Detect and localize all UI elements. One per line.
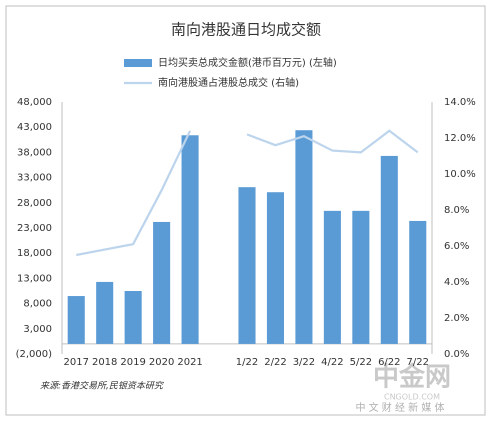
y-tick-label: 28,000: [17, 198, 52, 209]
y-tick-label: 43,000: [17, 122, 52, 133]
y2-tick-label: 12.0%: [444, 133, 476, 144]
y-tick-label: 8,000: [23, 299, 52, 310]
bar: [67, 296, 85, 344]
x-tick-label: 2018: [92, 357, 117, 368]
bar: [323, 210, 341, 344]
y-tick-label: 18,000: [17, 248, 52, 259]
x-tick-label: 2020: [149, 357, 174, 368]
watermark: CNGOLD.COM: [384, 393, 440, 402]
x-tick-label: 2017: [64, 357, 89, 368]
x-tick-label: 6/22: [378, 357, 400, 368]
bar: [96, 281, 114, 344]
x-tick-label: 5/22: [350, 357, 372, 368]
y-tick-label: (2,000): [16, 349, 53, 360]
y2-tick-label: 8.0%: [444, 205, 469, 216]
source-note: 来源:香港交易所,民银资本研究: [40, 381, 164, 392]
bar: [352, 210, 370, 344]
y-tick-label: 38,000: [17, 147, 52, 158]
bar: [266, 192, 284, 344]
y-tick-label: 3,000: [23, 324, 52, 335]
y2-tick-label: 14.0%: [444, 97, 476, 108]
x-tick-label: 7/22: [407, 357, 429, 368]
y-tick-label: 33,000: [17, 173, 52, 184]
chart-title: 南向港股通日均成交额: [171, 21, 321, 39]
y-tick-label: 23,000: [17, 223, 52, 234]
x-tick-label: 3/22: [293, 357, 315, 368]
bar: [295, 130, 313, 344]
y-tick-label: 13,000: [17, 273, 52, 284]
watermark: 中 文 财 经 新 媒 体: [355, 401, 444, 414]
legend-swatch: [124, 59, 152, 67]
y2-tick-label: 0.0%: [444, 349, 469, 360]
y-tick-label: 48,000: [17, 97, 52, 108]
y2-tick-label: 4.0%: [444, 277, 469, 288]
y2-tick-label: 10.0%: [444, 169, 476, 180]
x-tick-label: 2019: [120, 357, 145, 368]
y2-tick-label: 2.0%: [444, 313, 469, 324]
x-tick-label: 1/22: [236, 357, 258, 368]
bar: [380, 155, 398, 344]
x-tick-label: 4/22: [321, 357, 343, 368]
bar: [409, 220, 427, 344]
bar: [153, 221, 171, 344]
bar: [124, 291, 142, 344]
watermark: 中金网: [373, 362, 451, 393]
x-tick-label: 2/22: [264, 357, 286, 368]
x-tick-label: 2021: [177, 357, 202, 368]
legend-label: 日均买卖总成交金额(港币百万元) (左轴): [158, 56, 337, 69]
bar: [181, 135, 199, 344]
legend-label: 南向港股通占港股总成交 (右轴): [158, 76, 299, 89]
line: [76, 129, 419, 257]
y2-tick-label: 6.0%: [444, 241, 469, 252]
bar: [238, 187, 256, 344]
